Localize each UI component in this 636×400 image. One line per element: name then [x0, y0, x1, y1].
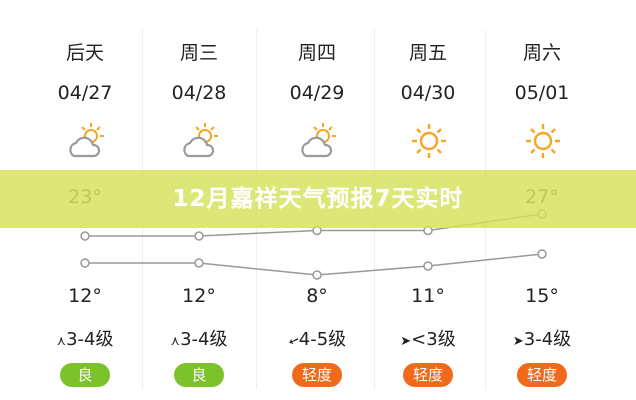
forecast-day[interactable]: 周四 04/29 8° ➘4-5级 轻度 — [260, 0, 374, 400]
low-temp: 12° — [182, 285, 216, 307]
forecast-day[interactable]: 周三 04/28 12° ⋏3-4级 良 — [142, 0, 256, 400]
day-label: 周三 — [179, 42, 218, 64]
forecast-day[interactable]: 周五 04/30 11° ➤<3级 轻度 — [371, 0, 485, 400]
aqi-badge: 轻度 — [403, 363, 453, 387]
aqi-badge: 轻度 — [292, 363, 342, 387]
low-temp: 11° — [411, 285, 445, 307]
wind-info: ➤3-4级 — [485, 325, 599, 351]
banner-title: 12月嘉祥天气预报7天实时 — [172, 186, 464, 212]
day-label: 周六 — [522, 42, 561, 64]
date-label: 04/28 — [171, 82, 227, 104]
low-temp: 12° — [68, 285, 102, 307]
date-label: 04/27 — [57, 82, 113, 104]
low-temp: 8° — [306, 285, 328, 307]
low-temp-point — [194, 258, 204, 268]
wind-level: 4-5级 — [298, 329, 347, 350]
day-label: 周四 — [297, 42, 336, 64]
wind-info: ➘4-5级 — [260, 325, 374, 351]
high-temp-point — [80, 231, 90, 241]
date-label: 05/01 — [514, 82, 570, 104]
wind-east-icon: ➤ — [512, 334, 524, 349]
wind-info: ⋏3-4级 — [142, 325, 256, 351]
wind-level: 3-4级 — [523, 329, 572, 350]
aqi-badge: 轻度 — [517, 363, 567, 387]
low-temp-point — [537, 249, 547, 259]
wind-north-icon: ⋏ — [56, 334, 67, 349]
wind-info: ⋏3-4级 — [28, 325, 142, 351]
day-label: 周五 — [408, 42, 447, 64]
sunny-icon — [408, 120, 450, 162]
date-label: 04/30 — [400, 82, 456, 104]
partly-cloudy-icon — [297, 120, 339, 162]
partly-cloudy-icon — [179, 120, 221, 162]
wind-info: ➤<3级 — [371, 325, 485, 351]
wind-level: 3-4级 — [66, 329, 114, 350]
wind-east-icon: ➤ — [400, 334, 412, 349]
wind-north-icon: ⋏ — [170, 334, 181, 349]
partly-cloudy-icon — [65, 120, 107, 162]
title-banner — [0, 170, 636, 228]
low-temp-point — [312, 270, 322, 280]
aqi-badge: 良 — [174, 363, 224, 387]
low-temp: 15° — [525, 285, 559, 307]
wind-level: 3-4级 — [180, 329, 228, 350]
low-temp-point — [423, 261, 433, 271]
wind-level: <3级 — [411, 329, 456, 350]
low-temp-point — [80, 258, 90, 268]
high-temp-point — [194, 231, 204, 241]
sunny-icon — [522, 120, 564, 162]
day-label: 后天 — [65, 42, 104, 64]
aqi-badge: 良 — [60, 363, 110, 387]
date-label: 04/29 — [289, 82, 345, 104]
